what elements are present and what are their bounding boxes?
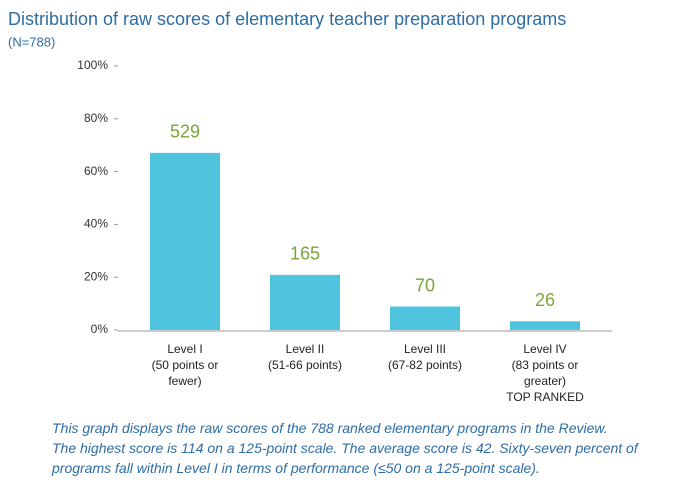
y-tick-label: 60%: [84, 164, 108, 178]
y-tick-label: 40%: [84, 217, 108, 231]
data-label: 70: [415, 275, 435, 295]
footnote: This graph displays the raw scores of th…: [52, 420, 608, 436]
chart-title: Distribution of raw scores of elementary…: [8, 9, 566, 29]
x-tick-label: Level II (51-66 points): [267, 342, 343, 372]
footnote: programs fall within Level I in terms of…: [52, 460, 540, 476]
bar: [510, 321, 580, 330]
data-label: 165: [290, 244, 320, 264]
data-label: 26: [535, 290, 555, 310]
bar: [390, 306, 460, 330]
x-tick-label: Level III (67-82 points): [387, 342, 463, 372]
bar: [150, 152, 220, 330]
data-label: 529: [170, 122, 200, 142]
x-tick-label: Level IV (83 points or greater) TOP RANK…: [506, 342, 584, 404]
y-tick-label: 0%: [91, 322, 109, 336]
footnote: The highest score is 114 on a 125-point …: [52, 440, 638, 456]
y-tick-label: 20%: [84, 269, 108, 283]
y-tick-label: 100%: [77, 58, 108, 72]
x-tick-label: Level I (50 points or fewer): [151, 342, 219, 388]
y-tick-label: 80%: [84, 111, 108, 125]
bar: [270, 274, 340, 330]
chart-subtitle: (N=788): [8, 34, 55, 49]
